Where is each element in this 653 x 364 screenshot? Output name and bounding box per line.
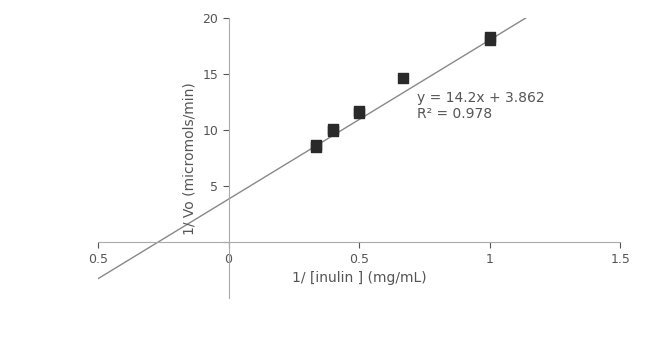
Point — [310, 142, 321, 148]
Text: y = 14.2x + 3.862
R² = 0.978: y = 14.2x + 3.862 R² = 0.978 — [417, 91, 544, 121]
Y-axis label: 1/ Vo (micromols/min): 1/ Vo (micromols/min) — [183, 82, 197, 235]
Point — [354, 108, 364, 114]
Point — [485, 37, 495, 43]
X-axis label: 1/ [inulin ] (mg/mL): 1/ [inulin ] (mg/mL) — [292, 272, 426, 285]
Point — [328, 128, 338, 134]
Point — [398, 75, 408, 80]
Point — [354, 111, 364, 116]
Point — [485, 34, 495, 40]
Point — [328, 126, 338, 132]
Point — [310, 144, 321, 150]
